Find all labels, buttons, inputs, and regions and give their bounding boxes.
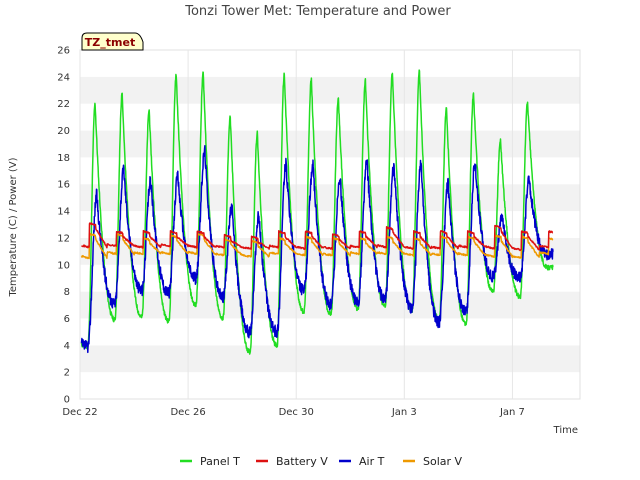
series-line-battery	[81, 222, 554, 252]
y-tick-label: 26	[57, 46, 70, 57]
x-tick-label: Dec 22	[62, 407, 97, 418]
grid-band	[80, 345, 580, 373]
y-tick-label: 6	[64, 314, 70, 325]
x-tick-label: Jan 7	[499, 407, 525, 418]
station-badge: TZ_tmet	[81, 32, 144, 51]
grid-band	[80, 130, 580, 158]
y-tick-label: 20	[57, 126, 70, 137]
x-tick-label: Dec 26	[170, 407, 205, 418]
station-badge-label: TZ_tmet	[85, 36, 135, 49]
vertical-gridlines	[79, 50, 513, 399]
grid-band	[80, 76, 580, 104]
grid-band	[80, 264, 580, 292]
series-line-air	[80, 145, 554, 354]
legend-label: Air T	[359, 455, 385, 468]
x-tick-label: Dec 30	[279, 407, 314, 418]
x-tick-label: Jan 3	[391, 407, 417, 418]
y-tick-label: 10	[57, 260, 70, 271]
y-axis-label: Temperature (C) / Power (V)	[8, 157, 19, 297]
grid-band	[80, 157, 580, 185]
series-lines	[80, 69, 554, 355]
y-tick-label: 12	[57, 233, 70, 244]
y-tick-label: 2	[64, 368, 70, 379]
y-tick-label: 0	[64, 395, 70, 406]
series-line-panel	[80, 69, 554, 355]
legend-label: Battery V	[276, 455, 328, 468]
y-tick-label: 24	[57, 72, 70, 83]
grid-band	[80, 103, 580, 131]
grid-band	[80, 372, 580, 399]
x-axis-ticks: Dec 22 Dec 26 Dec 30 Jan 3 Jan 7	[62, 407, 525, 418]
y-tick-label: 22	[57, 99, 70, 110]
legend-label: Panel T	[200, 455, 240, 468]
legend: Panel T Battery V Air T Solar V	[180, 455, 463, 468]
grid-band	[80, 50, 580, 77]
legend-label: Solar V	[423, 455, 463, 468]
y-tick-label: 14	[57, 207, 70, 218]
chart-title: Tonzi Tower Met: Temperature and Power	[184, 4, 451, 19]
y-tick-label: 8	[64, 287, 70, 298]
series-line-solar	[80, 232, 554, 260]
y-tick-label: 16	[57, 180, 70, 191]
y-tick-label: 4	[64, 341, 70, 352]
x-axis-label: Time	[553, 425, 578, 436]
grid-band	[80, 318, 580, 346]
y-tick-label: 18	[57, 153, 70, 164]
